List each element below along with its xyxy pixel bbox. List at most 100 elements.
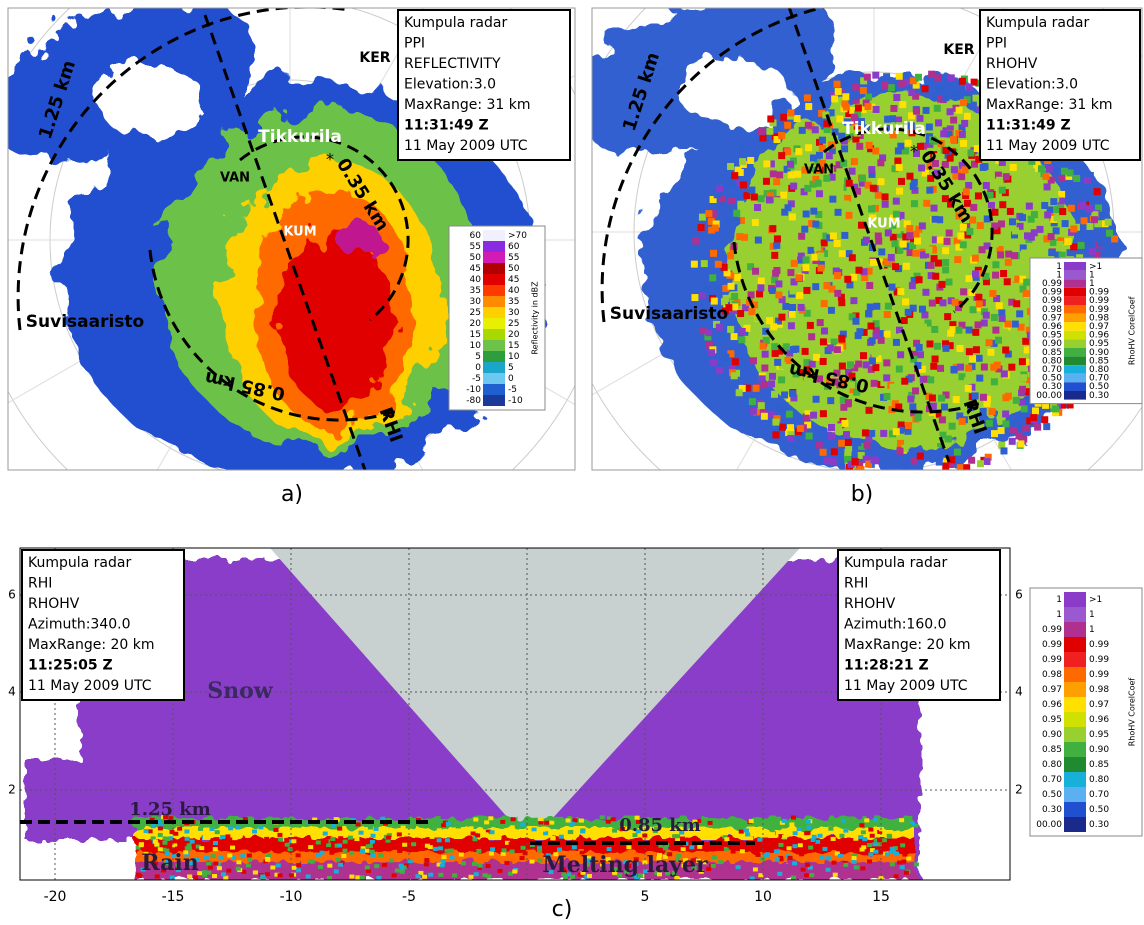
echo-pixel: [794, 115, 801, 122]
echo-pixel: [753, 867, 758, 871]
colorbar-low: 60: [470, 231, 482, 241]
colorbar-low: 0.50: [1042, 790, 1062, 800]
echo-pixel: [691, 294, 698, 301]
echo-pixel: [905, 422, 912, 429]
echo-pixel: [220, 835, 225, 839]
echo-pixel: [902, 298, 909, 305]
colorbar-swatch: [483, 263, 505, 274]
echo-pixel: [838, 336, 845, 343]
echo-pixel: [486, 864, 491, 868]
echo-pixel: [1070, 225, 1077, 232]
echo-pixel: [348, 836, 353, 840]
echo-pixel: [860, 866, 865, 870]
info-line: RHI: [844, 576, 868, 592]
echo-pixel: [841, 82, 848, 89]
echo-pixel: [999, 315, 1006, 322]
page: KERTikkurilaVANKUMSuvisaaristo1.25 km0.3…: [0, 0, 1144, 925]
echo-pixel: [966, 348, 973, 355]
echo-pixel: [761, 413, 768, 420]
echo-pixel: [816, 190, 823, 197]
echo-pixel: [1087, 223, 1094, 230]
info-line: RHI: [28, 576, 52, 592]
echo-pixel: [826, 856, 831, 860]
echo-pixel: [787, 424, 794, 431]
echo-pixel: [784, 122, 791, 129]
colorbar-swatch: [483, 329, 505, 340]
echo-pixel: [798, 233, 805, 240]
echo-pixel: [819, 137, 826, 144]
echo-pixel: [1012, 321, 1019, 328]
echo-pixel: [749, 819, 754, 823]
colorbar-swatch: [1064, 772, 1086, 787]
region-label: 1.25 km: [129, 799, 211, 820]
echo-pixel: [198, 827, 203, 831]
echo-pixel: [898, 178, 905, 185]
echo-pixel: [766, 128, 773, 135]
echo-pixel: [549, 821, 554, 825]
echo-pixel: [1022, 338, 1029, 345]
echo-pixel: [236, 860, 241, 864]
echo-pixel: [942, 345, 949, 352]
echo-pixel: [983, 312, 990, 319]
echo-pixel: [206, 847, 211, 851]
echo-pixel: [791, 260, 798, 267]
echo-pixel: [900, 241, 907, 248]
echo-pixel: [805, 122, 812, 129]
echo-pixel: [476, 849, 481, 853]
echo-pixel: [850, 198, 857, 205]
echo-pixel: [798, 304, 805, 311]
colorbar-swatch: [1064, 682, 1086, 697]
echo-pixel: [194, 829, 199, 833]
echo-pixel: [960, 99, 967, 106]
y-tick-label-right: 6: [1015, 588, 1023, 602]
info-line: MaxRange: 31 km: [404, 97, 531, 113]
echo-pixel: [308, 859, 313, 863]
echo-pixel: [821, 300, 828, 307]
x-tick-label: -5: [402, 889, 416, 905]
colorbar-low: 0.90: [1042, 730, 1062, 740]
echo-pixel: [337, 843, 342, 847]
echo-pixel: [213, 841, 218, 845]
echo-pixel: [861, 830, 866, 834]
colorbar-low: -80: [466, 396, 481, 406]
echo-pixel: [324, 839, 329, 843]
echo-pixel: [835, 423, 842, 430]
echo-pixel: [868, 828, 873, 832]
echo-pixel: [750, 408, 757, 415]
echo-pixel: [866, 282, 873, 289]
colorbar-high: 0.99: [1089, 655, 1109, 665]
echo-pixel: [782, 303, 789, 310]
echo-pixel: [1085, 237, 1092, 244]
echo-pixel: [820, 338, 827, 345]
melting-band: [135, 862, 915, 880]
echo-pixel: [165, 837, 170, 841]
echo-pixel: [906, 856, 911, 860]
echo-pixel: [942, 247, 949, 254]
echo-pixel: [692, 237, 699, 244]
echo-pixel: [811, 838, 816, 842]
echo-pixel: [980, 394, 987, 401]
colorbar-swatch: [1064, 262, 1086, 271]
echo-pixel: [795, 148, 802, 155]
echo-pixel: [785, 204, 792, 211]
echo-pixel: [475, 833, 480, 837]
echo-pixel: [908, 89, 915, 96]
echo-pixel: [855, 332, 862, 339]
echo-pixel: [1026, 203, 1033, 210]
echo-pixel: [880, 430, 887, 437]
echo-pixel: [789, 237, 796, 244]
echo-pixel: [395, 868, 400, 872]
echo-pixel: [397, 849, 402, 853]
colorbar-low: 10: [470, 341, 482, 351]
echo-pixel: [154, 842, 159, 846]
colorbar-swatch: [483, 318, 505, 329]
info-line: RHOHV: [844, 596, 896, 612]
echo-pixel: [441, 855, 446, 859]
echo-pixel: [873, 303, 880, 310]
echo-pixel: [428, 873, 433, 877]
echo-pixel: [780, 114, 787, 121]
echo-pixel: [849, 239, 856, 246]
info-line: 11 May 2009 UTC: [28, 678, 152, 694]
map-marker: *: [910, 142, 918, 161]
colorbar-swatch: [483, 395, 505, 406]
